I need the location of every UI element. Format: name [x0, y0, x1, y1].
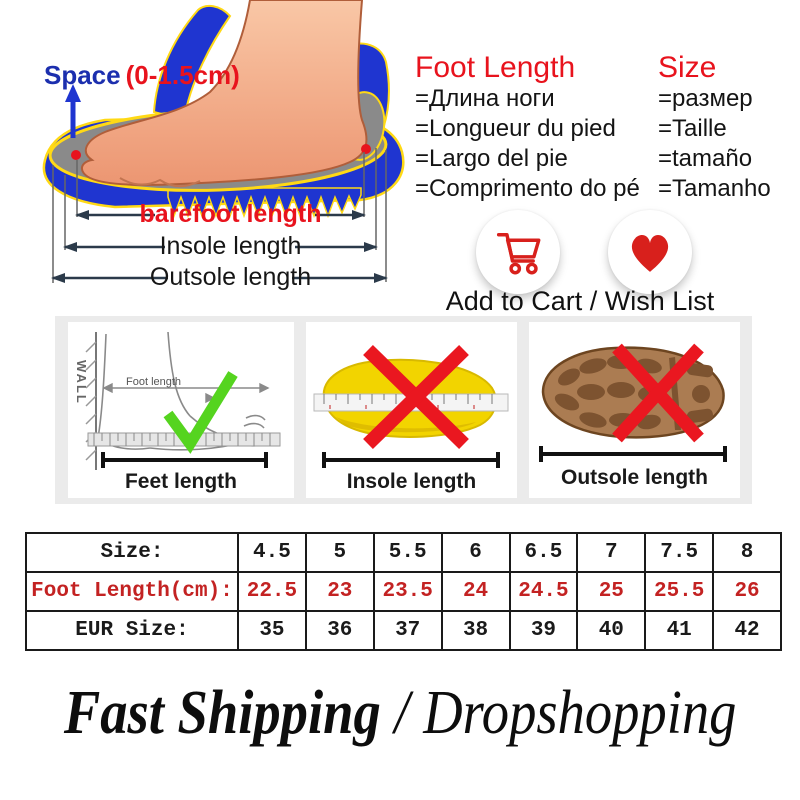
- translation-item: =Largo del pie: [415, 145, 568, 172]
- heel-dot: [361, 144, 371, 154]
- foot-measure-diagram: [42, 0, 405, 283]
- size-table-row: EUR Size: 35 36 37 38 39 40 41 42: [25, 610, 782, 651]
- guide-box-label: Outsole length: [561, 466, 708, 489]
- size-table: Size: 4.5 5 5.5 6 6.5 7 7.5 8 Foot Length(cm): 22.…: [25, 532, 782, 651]
- size-translations: Size =размер =Taille =tamaño =Tamanho: [658, 52, 771, 204]
- size-table-row: Size: 4.5 5 5.5 6 6.5 7 7.5 8: [25, 532, 782, 573]
- footer-text-rest: / Dropshopping: [380, 679, 737, 747]
- size-table-cell: 25: [576, 571, 647, 612]
- size-table-cell: 42: [712, 610, 782, 651]
- guide-box-label: Insole length: [346, 470, 477, 493]
- heart-icon: [631, 235, 669, 272]
- toe-detail: [119, 177, 201, 188]
- outsole-length-label: Outsole length: [149, 263, 312, 291]
- foot-shape: [81, 0, 368, 186]
- length-bracket: [539, 446, 727, 462]
- wall-hatching: [85, 341, 97, 461]
- add-to-cart-button[interactable]: [476, 210, 560, 294]
- toe-dot: [71, 150, 81, 160]
- wall-label: WALL: [74, 360, 89, 405]
- size-table-cell: 7: [576, 532, 647, 573]
- translation-item: =Tamanho: [658, 175, 771, 202]
- actions-label: Add to Cart / Wish List: [445, 286, 715, 316]
- shoe-upper-front: [152, 4, 232, 122]
- size-table-cell: 6.5: [508, 532, 579, 573]
- add-to-wishlist-button[interactable]: [608, 210, 692, 294]
- size-title: Size: [658, 51, 717, 84]
- feet-length-sketch: [85, 331, 281, 470]
- size-table-cell: 37: [372, 610, 443, 651]
- shopping-cart-icon: [496, 233, 541, 275]
- length-bracket: [101, 452, 268, 468]
- size-table-cell: 35: [237, 610, 307, 651]
- sketch-dimension: [102, 382, 270, 404]
- length-bracket: [322, 452, 500, 468]
- size-table-cell: 40: [576, 610, 647, 651]
- guide-box-outsole-length: Outsole length: [529, 322, 740, 498]
- translation-item: =tamaño: [658, 145, 753, 172]
- size-table-cell: 6: [440, 532, 511, 573]
- size-table-cell: 22.5: [237, 571, 307, 612]
- footer-text-bold: Fast Shipping: [63, 679, 381, 747]
- guide-box-label: Feet length: [124, 470, 237, 493]
- size-table-row: Foot Length(cm): 22.5 23 23.5 24 24.5 25 25.5 26: [25, 571, 782, 612]
- outsole-sketch: [539, 343, 727, 462]
- space-range-label: (0-1.5cm): [125, 60, 240, 90]
- size-table-row-label: EUR Size:: [25, 610, 239, 651]
- size-table-cell: 23: [304, 571, 375, 612]
- size-table-row-label: Size:: [25, 532, 239, 573]
- dimension-lines: [51, 210, 388, 283]
- size-table-row-label: Foot Length(cm):: [25, 571, 239, 612]
- foot-length-translations: Foot Length =Длина ноги =Longueur du pie…: [415, 52, 640, 204]
- insole-length-label: Insole length: [159, 232, 302, 260]
- translation-item: =Longueur du pied: [415, 115, 616, 142]
- guide-box-insole-length: Insole length: [306, 322, 517, 498]
- footer-banner: Fast Shipping / Dropshopping: [0, 678, 800, 749]
- extension-lines: [52, 148, 387, 283]
- barefoot-length-label: barefoot length: [139, 200, 322, 228]
- foot-length-small-label: Foot length: [126, 376, 182, 388]
- translation-item: =размер: [658, 85, 753, 112]
- size-table-cell: 7.5: [644, 532, 715, 573]
- check-mark: [163, 371, 238, 454]
- size-table-cell: 26: [712, 571, 782, 612]
- space-label: Space: [44, 60, 121, 90]
- space-annotation: Space (0-1.5cm): [44, 60, 240, 91]
- x-mark: [363, 344, 469, 450]
- insole-sketch: [313, 344, 509, 468]
- size-table-cell: 39: [508, 610, 579, 651]
- sole-zigzag: [167, 187, 362, 219]
- size-table-cell: 24: [440, 571, 511, 612]
- translation-item: =Comprimento do pé: [415, 175, 640, 202]
- translation-item: =Длина ноги: [415, 85, 555, 112]
- size-table-cell: 36: [304, 610, 375, 651]
- size-table-cell: 8: [712, 532, 782, 573]
- foot-length-title: Foot Length: [415, 51, 576, 84]
- size-table-cell: 5: [304, 532, 375, 573]
- size-table-cell: 5.5: [372, 532, 443, 573]
- translation-item: =Taille: [658, 115, 727, 142]
- size-table-cell: 4.5: [237, 532, 307, 573]
- size-table-cell: 25.5: [644, 571, 715, 612]
- size-table-cell: 23.5: [372, 571, 443, 612]
- size-table-cell: 41: [644, 610, 715, 651]
- space-arrowhead: [65, 84, 81, 102]
- size-table-body: Size: 4.5 5 5.5 6 6.5 7 7.5 8 Foot Length(cm): 22.…: [25, 532, 782, 651]
- size-table-cell: 38: [440, 610, 511, 651]
- guide-box-feet-length: WALL Foot length Feet length: [68, 322, 294, 498]
- x-mark: [612, 343, 704, 443]
- measure-guide-panel: WALL Foot length Feet length: [55, 316, 752, 504]
- size-table-cell: 24.5: [508, 571, 579, 612]
